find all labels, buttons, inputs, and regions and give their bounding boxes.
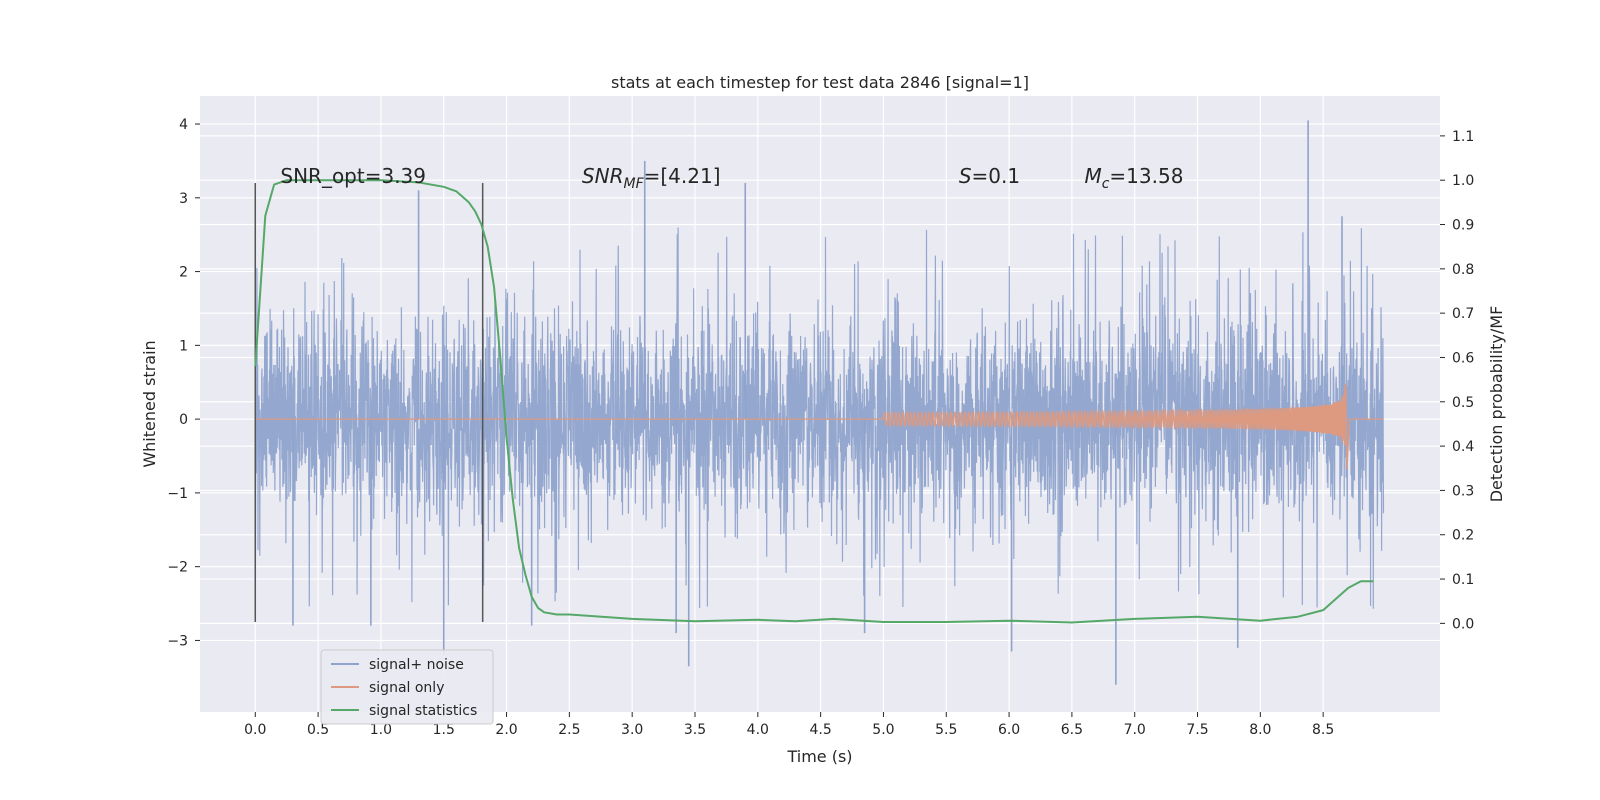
y-axis-label-right: Detection probability/MF — [1487, 306, 1506, 503]
x-tick-label: 2.0 — [495, 722, 517, 738]
x-tick-label: 1.0 — [370, 722, 392, 738]
y-right-tick-label: 1.1 — [1452, 129, 1474, 145]
series-signal-noise — [254, 120, 1385, 685]
series-line-signal-statistics — [254, 179, 1374, 624]
legend-label: signal only — [369, 680, 444, 696]
x-tick-label: 2.5 — [558, 722, 580, 738]
annotation-mc-val: Mc=13.58 — [1084, 164, 1183, 192]
x-tick-label: 7.0 — [1124, 722, 1146, 738]
y-left-tick-label: 0 — [179, 412, 188, 428]
x-tick-label: 4.5 — [809, 722, 831, 738]
annotation-s-val: S=0.1 — [959, 164, 1020, 188]
series-signal-only — [255, 383, 1384, 470]
y-right-tick-label: 1.0 — [1452, 173, 1474, 189]
y-left-tick-label: −2 — [167, 560, 188, 576]
x-tick-label: 4.0 — [747, 722, 769, 738]
legend-box — [320, 649, 494, 725]
x-tick-label: 5.0 — [872, 722, 894, 738]
y-left-tick-label: 2 — [179, 265, 188, 281]
vertical-markers — [254, 183, 484, 622]
x-tick-label: 3.5 — [684, 722, 706, 738]
series-signal-statistics — [254, 179, 1374, 624]
series-line-signal-only — [255, 383, 1384, 470]
x-tick-label: 6.5 — [1061, 722, 1083, 738]
x-tick-label: 0.5 — [307, 722, 329, 738]
y-right-tick-label: 0.2 — [1452, 528, 1474, 544]
annotation-snr-mf: SNRMF=[4.21] — [582, 164, 721, 192]
x-tick-label: 6.0 — [998, 722, 1020, 738]
legend: signal+ noise signal only signal statistic… — [320, 649, 494, 725]
x-tick-label: 1.5 — [433, 722, 455, 738]
annotations: SNR_opt=3.39 SNRMF=[4.21] S=0.1 Mc=13.58 — [280, 164, 1183, 192]
y-left-tick-label: −1 — [167, 486, 188, 502]
x-tick-label: 5.5 — [935, 722, 957, 738]
y-right-tick-label: 0.4 — [1452, 439, 1474, 455]
chart-title: stats at each timestep for test data 284… — [611, 73, 1029, 92]
y-left-tick-label: 1 — [179, 338, 188, 354]
y-right-tick-label: 0.9 — [1452, 218, 1474, 234]
y-right-tick-label: 0.3 — [1452, 483, 1474, 499]
x-tick-label: 3.0 — [621, 722, 643, 738]
y-left-tick-label: 4 — [179, 117, 188, 133]
y-right-tick-label: 0.7 — [1452, 306, 1474, 322]
x-tick-label: 7.5 — [1186, 722, 1208, 738]
annotation-snr-opt: SNR_opt=3.39 — [280, 164, 426, 188]
x-tick-label: 0.0 — [244, 722, 266, 738]
y-right-tick-label: 0.1 — [1452, 572, 1474, 588]
axes: 0.0 0.5 1.0 1.5 2.0 2.5 3.0 3.5 4.0 4.5 5.0 5.5 6.0 6… — [167, 117, 1474, 738]
y-right-tick-label: 0.0 — [1452, 616, 1474, 632]
x-tick-label: 8.5 — [1312, 722, 1334, 738]
y-left-tick-label: −3 — [167, 633, 188, 649]
y-right-tick-label: 0.8 — [1452, 262, 1474, 278]
y-axis-label-left: Whitened strain — [140, 340, 159, 467]
y-right-tick-label: 0.5 — [1452, 395, 1474, 411]
y-right-tick-label: 0.6 — [1452, 350, 1474, 366]
legend-label: signal+ noise — [369, 657, 464, 673]
x-axis-label: Time (s) — [786, 747, 852, 766]
legend-label: signal statistics — [369, 703, 477, 719]
y-left-tick-label: 3 — [179, 191, 188, 207]
x-tick-label: 8.0 — [1249, 722, 1271, 738]
